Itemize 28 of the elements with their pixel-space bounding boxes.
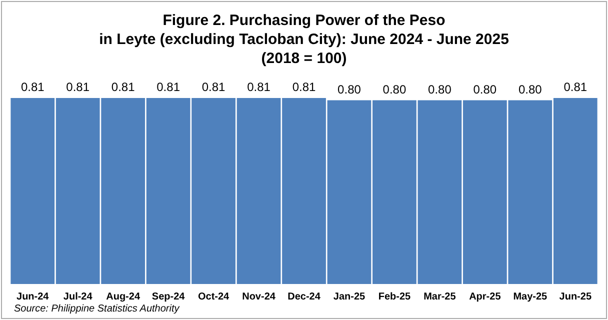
data-label: 0.81 xyxy=(564,80,588,94)
source-note: Source: Philippine Statistics Authority xyxy=(14,304,180,314)
data-label: 0.81 xyxy=(111,80,136,94)
x-tick-label: May-25 xyxy=(513,292,548,302)
data-label: 0.81 xyxy=(20,80,45,94)
x-tick-label: Jan-25 xyxy=(333,292,366,302)
data-label: 0.80 xyxy=(428,82,452,96)
x-tick-label: Nov-24 xyxy=(242,292,276,302)
x-tick-label: Mar-25 xyxy=(424,292,456,302)
x-tick-label: Jul-24 xyxy=(63,292,93,302)
data-label: 0.80 xyxy=(382,82,406,96)
x-tick-label: Oct-24 xyxy=(198,292,230,302)
x-tick-label: Feb-25 xyxy=(378,292,412,302)
data-label: 0.80 xyxy=(518,82,542,96)
data-label: 0.81 xyxy=(66,80,90,94)
data-label: 0.81 xyxy=(202,80,226,94)
data-label: 0.81 xyxy=(292,80,316,94)
data-label: 0.80 xyxy=(338,82,362,96)
data-label: 0.81 xyxy=(247,80,271,94)
x-tick-label: Aug-24 xyxy=(106,292,140,302)
x-tick-label: Sep-24 xyxy=(152,292,186,302)
data-label: 0.81 xyxy=(156,80,180,94)
x-tick-label: Jun-24 xyxy=(16,292,50,302)
data-label: 0.80 xyxy=(473,82,497,96)
chart-title: Figure 2. Purchasing Power of the Peso in Leyte (excluding Tacloban City): June 2024 - June 2025 (2018 = 100) xyxy=(99,12,509,67)
x-tick-label: Dec-24 xyxy=(288,292,321,302)
x-tick-label: Jun-25 xyxy=(559,292,592,302)
x-tick-label: Apr-25 xyxy=(469,292,502,302)
